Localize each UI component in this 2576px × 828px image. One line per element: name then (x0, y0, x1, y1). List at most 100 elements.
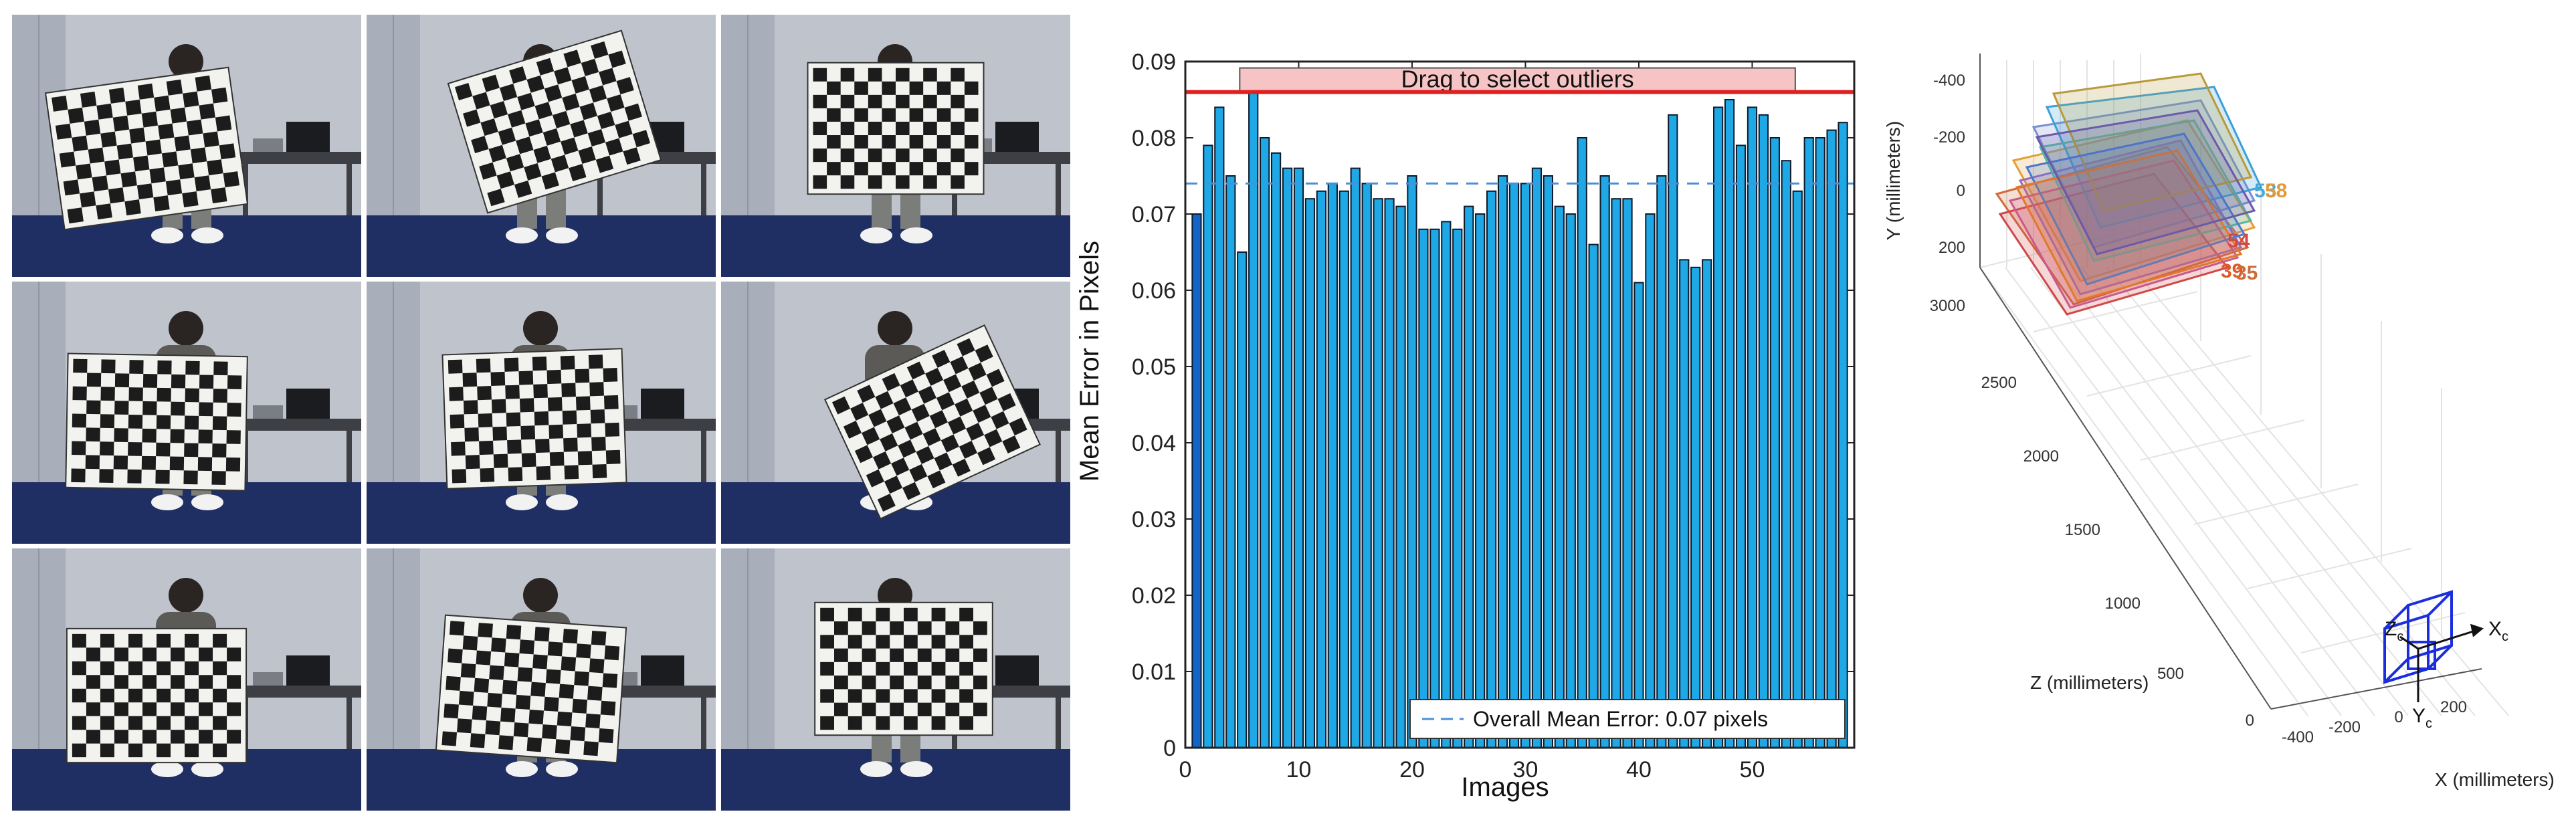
board-pose-5[interactable] (2045, 86, 2263, 229)
checkerboard (823, 324, 1042, 520)
error-bar-35[interactable] (1577, 137, 1587, 748)
error-bar-53[interactable] (1781, 160, 1791, 748)
checkerboard (441, 348, 627, 490)
error-bar-2[interactable] (1203, 144, 1213, 748)
error-bar-14[interactable] (1339, 190, 1349, 749)
error-bar-49[interactable] (1735, 144, 1747, 748)
error-bar-25[interactable] (1464, 205, 1474, 749)
y-tick-label: -200 (1933, 128, 1965, 146)
board-label: 35 (2236, 262, 2258, 284)
error-bar-13[interactable] (1327, 183, 1338, 748)
error-bar-43[interactable] (1668, 114, 1678, 749)
error-bar-51[interactable] (1758, 114, 1769, 749)
error-bar-44[interactable] (1679, 259, 1690, 748)
calibration-image-1[interactable] (12, 15, 361, 277)
board-pose-12[interactable] (2035, 109, 2256, 255)
board-pose-11[interactable] (2015, 149, 2243, 302)
error-bar-15[interactable] (1350, 167, 1361, 749)
error-bar-1[interactable] (1191, 213, 1202, 748)
calibration-photo (12, 548, 361, 811)
error-bar-47[interactable] (1713, 106, 1724, 748)
error-bar-23[interactable] (1441, 221, 1452, 748)
error-bar-12[interactable] (1316, 190, 1327, 749)
error-bar-34[interactable] (1565, 213, 1576, 748)
error-bar-18[interactable] (1384, 198, 1395, 748)
z-tick-label: 1000 (2105, 595, 2141, 613)
error-bar-19[interactable] (1395, 205, 1406, 749)
checkerboard (65, 352, 248, 492)
error-bar-52[interactable] (1769, 137, 1780, 748)
calibration-image-3[interactable] (721, 15, 1070, 277)
y-axis-label: Y (millimeters) (1883, 121, 1904, 240)
x-tick-label: 40 (1626, 757, 1652, 783)
error-bar-26[interactable] (1475, 213, 1486, 748)
error-bar-45[interactable] (1690, 266, 1701, 748)
x-tick-label: 50 (1740, 757, 1765, 783)
error-bar-24[interactable] (1452, 228, 1463, 748)
y-axis-label: Mean Error in Pixels (1075, 241, 1104, 482)
checkerboard (807, 62, 985, 195)
error-bar-46[interactable] (1702, 259, 1712, 748)
error-bar-16[interactable] (1361, 183, 1372, 748)
error-bar-58[interactable] (1838, 122, 1848, 748)
board-label: 58 (2265, 180, 2287, 202)
camera-x-label: Xc (2488, 618, 2508, 644)
z-axis-label: Z (millimeters) (2030, 672, 2149, 693)
error-bar-17[interactable] (1373, 198, 1383, 748)
error-bar-41[interactable] (1645, 213, 1656, 748)
error-bar-8[interactable] (1270, 152, 1282, 749)
error-bar-10[interactable] (1293, 167, 1304, 749)
error-bar-21[interactable] (1418, 228, 1429, 748)
board-label: 53 (2254, 180, 2276, 202)
error-bar-37[interactable] (1599, 175, 1610, 748)
error-bar-29[interactable] (1508, 183, 1520, 748)
y-tick-label: 0.02 (1132, 583, 1176, 609)
z-tick-label: 3000 (1930, 297, 1965, 315)
calibration-image-7[interactable] (12, 548, 361, 811)
calibration-photo (12, 15, 361, 277)
plot-frame (1184, 60, 1856, 749)
error-bar-55[interactable] (1803, 137, 1814, 748)
error-bar-42[interactable] (1656, 175, 1667, 748)
error-bar-28[interactable] (1497, 175, 1508, 748)
error-bar-50[interactable] (1747, 106, 1758, 748)
error-bar-56[interactable] (1815, 137, 1825, 748)
error-bar-22[interactable] (1429, 228, 1440, 748)
calibration-image-8[interactable] (367, 548, 716, 811)
calibration-image-9[interactable] (721, 548, 1070, 811)
calibration-photo (367, 15, 716, 277)
error-bar-39[interactable] (1622, 198, 1633, 748)
error-bar-33[interactable] (1554, 205, 1565, 749)
y-tick-label: 0.04 (1132, 431, 1176, 456)
error-bar-48[interactable] (1724, 99, 1735, 748)
calibration-photo (12, 282, 361, 544)
error-bar-11[interactable] (1304, 198, 1316, 748)
error-bar-31[interactable] (1531, 167, 1543, 749)
calibration-image-4[interactable] (12, 282, 361, 544)
error-bar-38[interactable] (1611, 198, 1621, 748)
outlier-prompt: Drag to select outliers (1401, 66, 1634, 93)
chart-legend: Overall Mean Error: 0.07 pixels (1409, 699, 1846, 739)
error-bar-57[interactable] (1826, 129, 1837, 749)
error-bar-5[interactable] (1237, 251, 1248, 748)
error-bar-20[interactable] (1407, 175, 1417, 748)
checkerboard (44, 66, 249, 231)
error-bar-3[interactable] (1214, 106, 1225, 748)
error-bar-27[interactable] (1486, 190, 1497, 749)
calibration-image-5[interactable] (367, 282, 716, 544)
calibration-image-6[interactable] (721, 282, 1070, 544)
error-bar-36[interactable] (1588, 243, 1599, 749)
error-bar-40[interactable] (1633, 282, 1644, 749)
calibration-image-2[interactable] (367, 15, 716, 277)
error-bar-30[interactable] (1520, 183, 1531, 748)
calibration-photo (721, 15, 1070, 277)
error-bar-32[interactable] (1543, 175, 1553, 748)
error-bar-7[interactable] (1260, 137, 1270, 748)
error-bar-4[interactable] (1225, 175, 1236, 748)
error-bar-54[interactable] (1792, 190, 1803, 749)
error-bar-9[interactable] (1282, 167, 1293, 749)
board-pose-2[interactable] (2011, 119, 2256, 282)
error-bar-6[interactable] (1248, 91, 1259, 749)
x-tick-label: -400 (2282, 728, 2314, 746)
y-tick-label: 0.05 (1132, 354, 1176, 380)
